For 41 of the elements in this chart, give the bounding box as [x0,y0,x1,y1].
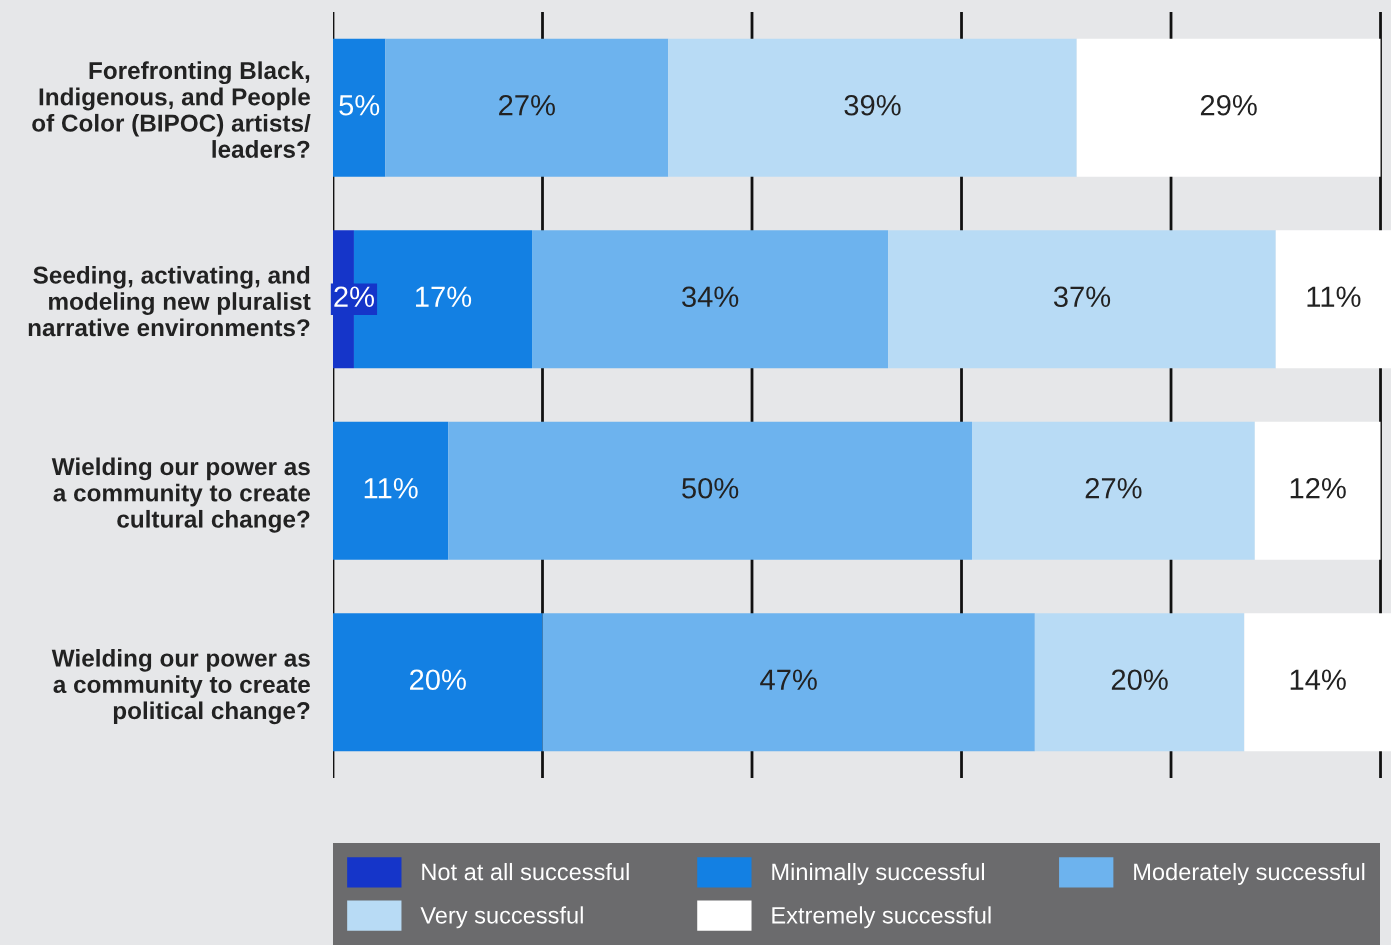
data-label: 27% [499,94,555,116]
data-label: 17% [416,286,472,307]
bar [385,38,669,177]
legend-label: Moderately successful [1134,862,1365,885]
bar [668,38,1077,177]
data-label: 27% [1085,477,1142,499]
y-tick-label: Wielding our power as a community to create political change? [51,648,310,725]
legend-label: Not at all successful [422,862,629,881]
legend-label: Very successful [420,906,583,929]
bar [1254,421,1381,560]
data-label: 47% [760,669,817,690]
y-tick-label: Wielding our power as a community to create cultural change? [51,457,310,533]
data-label: 11% [1307,286,1361,307]
data-label: 20% [410,669,466,691]
bar [532,230,889,369]
data-label: 5% [339,95,380,116]
data-label: 50% [682,477,739,499]
y-tick-label: Forefronting Black, Indigenous, and People of Color (BIPOC) artists/ leaders? [32,61,311,158]
data-label: 29% [1200,94,1257,116]
bar [971,421,1255,560]
data-label: 20% [1111,669,1168,691]
bar [888,230,1276,369]
data-label: 2% [334,286,374,307]
bar [1076,38,1381,177]
bar [333,38,386,177]
bar [333,421,449,560]
data-label: 12% [1290,477,1346,499]
bar [1275,230,1391,369]
data-label: 37% [1053,286,1111,308]
y-tick-label: Seeding, activating, and modeling new pluralist narrative environments? [28,265,311,337]
bar [542,613,1035,752]
legend-label: Minimally successful [772,862,985,885]
legend-label: Extremely successful [772,906,991,929]
data-label: 11% [364,478,418,499]
data-label: 14% [1290,669,1346,690]
bar [1034,613,1245,752]
bar [448,421,972,560]
bar [1244,613,1391,752]
data-label: 39% [844,94,901,116]
data-label: 34% [682,286,739,308]
bar [333,613,543,752]
